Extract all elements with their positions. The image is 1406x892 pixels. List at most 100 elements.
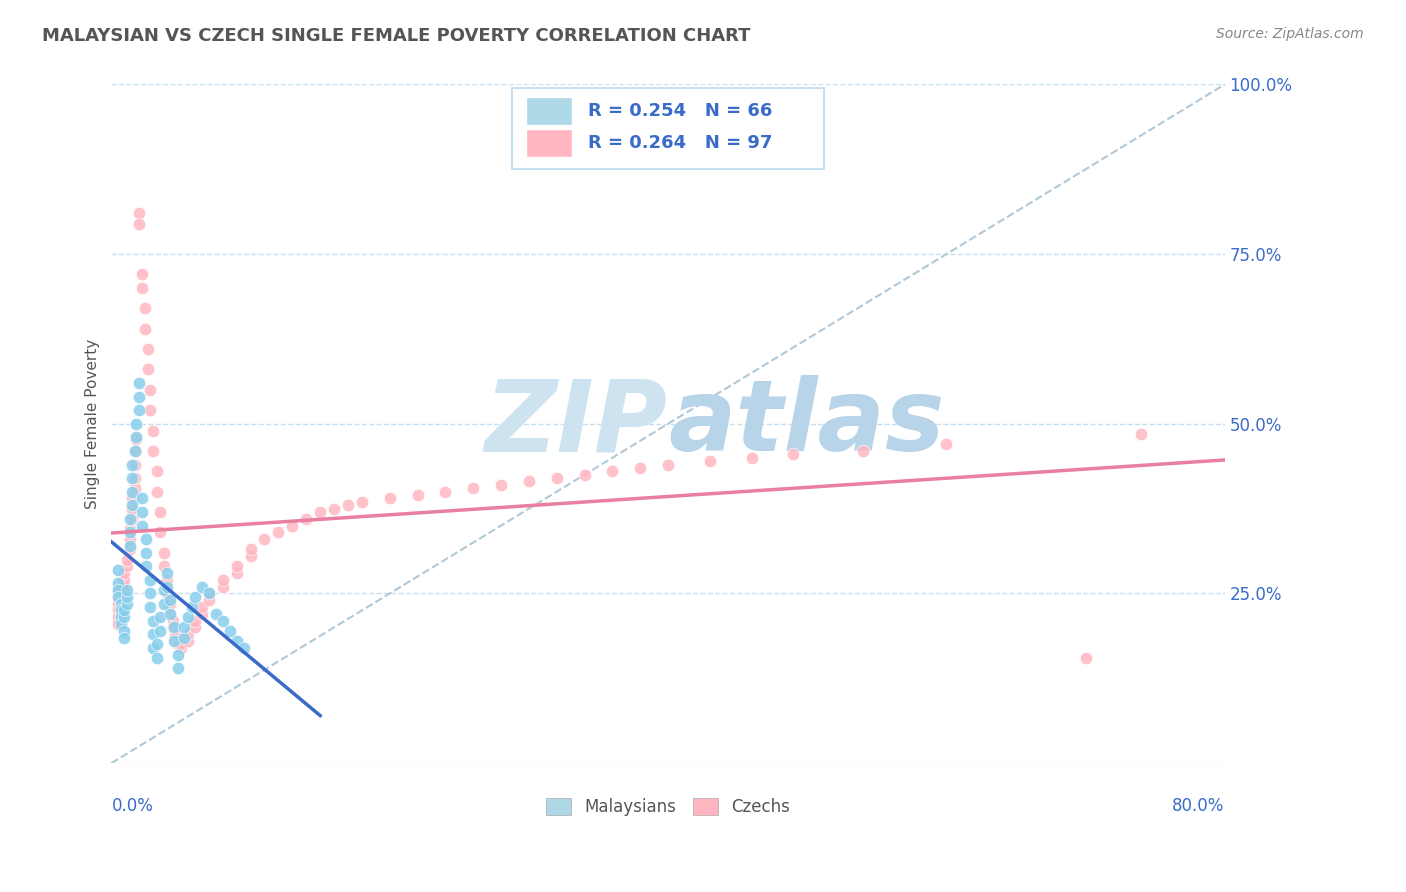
Point [125,430,148,444]
Point [112,610,135,624]
Point [121,458,143,472]
Point [112,573,135,587]
Point [177,627,200,641]
Point [136,342,159,356]
Point [110,610,132,624]
Text: ZIP: ZIP [485,376,668,472]
Point [225,559,247,574]
Point [149,525,172,540]
Point [489,478,512,492]
Point [107,590,129,604]
Point [167,634,190,648]
Point [110,617,132,632]
Point [170,640,193,655]
Point [350,495,373,509]
Point [177,634,200,648]
Point [463,481,485,495]
Point [107,576,129,591]
Point [173,631,195,645]
Point [295,512,318,526]
Point [198,586,221,600]
Point [149,624,172,638]
Point [267,525,290,540]
Point [124,444,146,458]
Point [142,444,165,458]
Bar [526,128,572,157]
Point [107,603,129,617]
Point [153,546,176,560]
Point [135,546,157,560]
Point [191,600,214,615]
Point [118,532,141,546]
Point [139,383,162,397]
Point [323,501,346,516]
Legend: Malaysians, Czechs: Malaysians, Czechs [540,791,797,822]
Point [184,590,207,604]
Point [167,637,190,651]
Point [198,593,221,607]
Bar [526,96,572,125]
Point [131,281,153,295]
Point [118,525,141,540]
Point [699,454,721,468]
Point [107,563,129,577]
Point [128,217,150,231]
Point [163,620,186,634]
Point [142,424,165,438]
Point [149,505,172,519]
Point [153,583,176,598]
Point [204,607,226,621]
Point [225,566,247,580]
Point [128,206,150,220]
Point [162,614,184,628]
Point [253,532,276,546]
Text: atlas: atlas [668,376,945,472]
Point [146,651,169,665]
Point [115,559,138,574]
Point [232,640,254,655]
Point [628,461,651,475]
Point [181,600,204,615]
Point [239,549,262,563]
Point [112,624,135,638]
Point [118,542,141,557]
Point [546,471,568,485]
Point [218,624,240,638]
Point [121,512,143,526]
Point [131,505,153,519]
Point [165,627,187,641]
Point [198,586,221,600]
Point [142,640,165,655]
Point [146,484,169,499]
Point [852,444,875,458]
Point [125,432,148,446]
Point [170,637,193,651]
Point [184,614,207,628]
Point [134,301,156,316]
Point [378,491,401,506]
Point [139,573,162,587]
Point [139,403,162,417]
Point [128,390,150,404]
Point [741,450,763,465]
Point [153,597,176,611]
Point [139,600,162,615]
Text: R = 0.264   N = 97: R = 0.264 N = 97 [588,134,772,152]
Point [110,593,132,607]
Point [139,586,162,600]
Point [107,583,129,598]
Point [142,627,165,641]
Point [162,620,184,634]
Point [159,607,181,621]
Point [156,573,179,587]
Point [142,614,165,628]
Point [156,586,179,600]
Point [211,614,233,628]
Point [177,610,200,624]
Point [173,620,195,634]
Point [107,583,129,598]
Point [121,484,143,499]
Point [110,603,132,617]
Point [167,648,190,662]
Point [1074,651,1097,665]
